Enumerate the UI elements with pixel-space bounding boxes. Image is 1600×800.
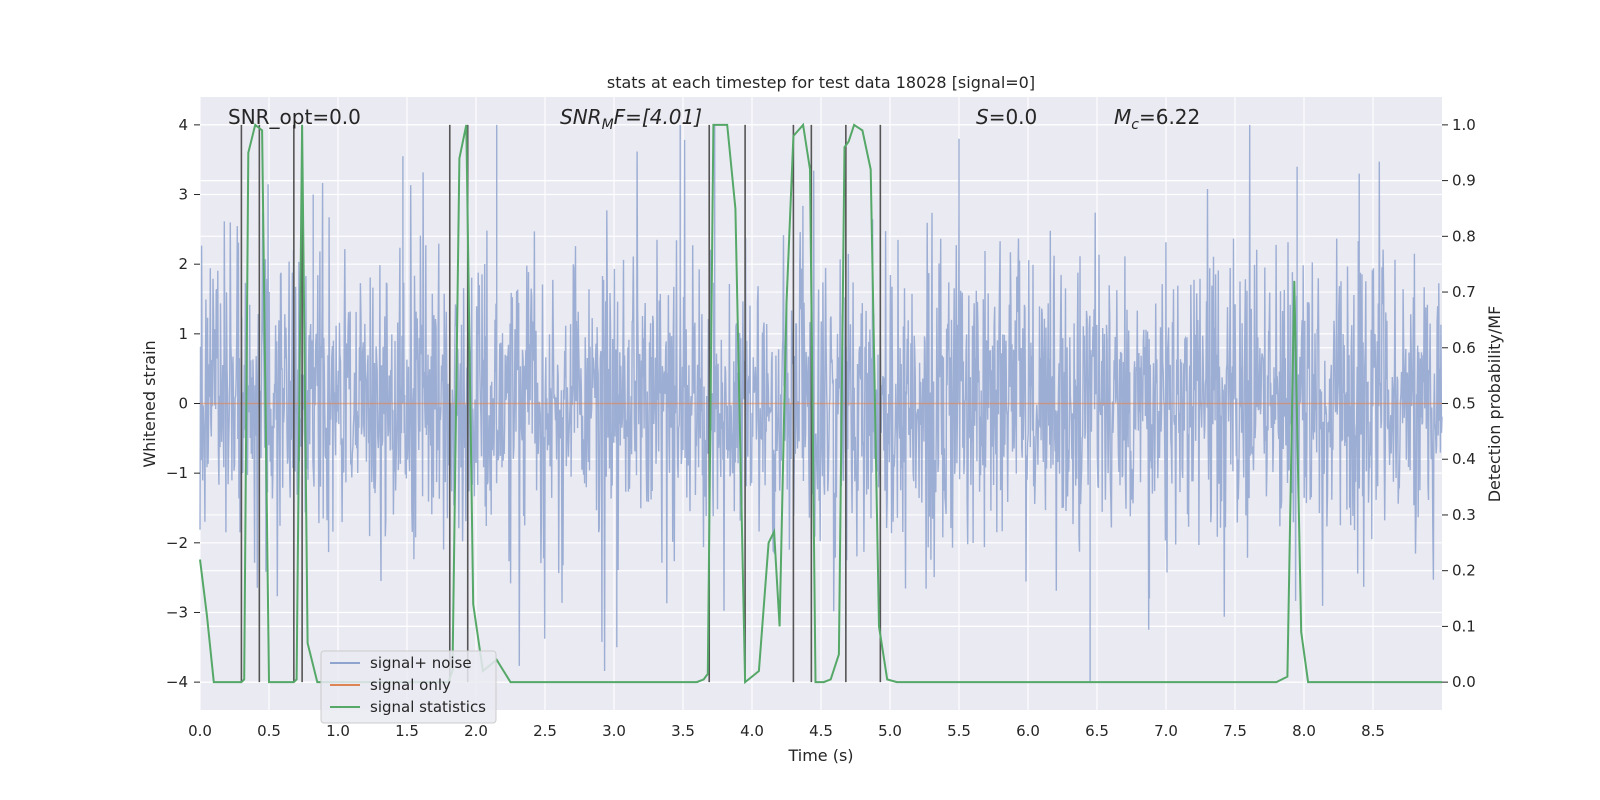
- y-left-axis-label: Whitened strain: [140, 340, 159, 467]
- x-tick-label: 2.5: [533, 722, 557, 740]
- x-tick-label: 4.5: [809, 722, 833, 740]
- y-right-tick-label: 0.5: [1452, 395, 1476, 413]
- y-right-tick-label: 0.1: [1452, 617, 1476, 635]
- y-left-tick-label: 1: [178, 325, 188, 343]
- annotation-mc-rest: =6.22: [1139, 105, 1200, 129]
- vertical-markers: [240, 124, 882, 683]
- legend-label-signal-only: signal only: [370, 676, 451, 694]
- series-signal-noise-line: [199, 124, 1443, 683]
- statistics-series: [199, 122, 1442, 685]
- y-right-tick-label: 0.0: [1452, 673, 1476, 691]
- y-right-tick-label: 0.4: [1452, 450, 1476, 468]
- x-tick-label: 4.0: [740, 722, 764, 740]
- legend-box: [320, 650, 497, 724]
- y-right-tick-label: 0.8: [1452, 227, 1476, 245]
- annotation-snr-mf-rest: F=[4.01]: [614, 105, 702, 129]
- annotation-mc-main: M: [1114, 105, 1131, 129]
- y-right-axis-label: Detection probability/MF: [1485, 306, 1504, 503]
- annotation-s-main: S: [976, 105, 989, 129]
- y-left-tick-label: −4: [166, 673, 188, 691]
- annotation-s: S=0.0: [976, 105, 1037, 129]
- y-right-axis-ticks: 1.0 0.9 0.8 0.7 0.6 0.5 0.4 0.3 0.2 0.1 0.0: [1442, 116, 1476, 691]
- y-right-tick-label: 1.0: [1452, 116, 1476, 134]
- annotation-s-rest: =0.0: [989, 105, 1038, 129]
- x-tick-label: 1.5: [395, 722, 419, 740]
- y-right-tick-label: 0.2: [1452, 562, 1476, 580]
- y-left-tick-label: −2: [166, 534, 188, 552]
- y-right-tick-label: 0.9: [1452, 172, 1476, 190]
- x-tick-label: 3.5: [671, 722, 695, 740]
- series-signal-statistics-line: [199, 122, 1442, 685]
- y-right-tick-label: 0.3: [1452, 506, 1476, 524]
- x-tick-label: 7.0: [1154, 722, 1178, 740]
- x-tick-label: 7.5: [1223, 722, 1247, 740]
- x-tick-label: 3.0: [602, 722, 626, 740]
- y-left-tick-label: −3: [166, 603, 188, 621]
- x-tick-label: 2.0: [464, 722, 488, 740]
- x-tick-label: 0.5: [257, 722, 281, 740]
- noise-series: [199, 124, 1443, 683]
- annotation-snr-mf-sub: M: [602, 117, 614, 133]
- x-tick-label: 5.5: [947, 722, 971, 740]
- y-left-tick-label: 0: [178, 395, 188, 413]
- x-axis-ticks: 0.0 0.5 1.0 1.5 2.0 2.5 3.0 3.5 4.0 4.5 5.0 5.5 6.0 6…: [188, 722, 1385, 740]
- x-tick-label: 6.0: [1016, 722, 1040, 740]
- x-tick-label: 0.0: [188, 722, 212, 740]
- annotation-snr-opt: SNR_opt=0.0: [228, 105, 361, 129]
- legend: signal+ noise signal only signal statist…: [320, 650, 497, 724]
- annotation-snr-mf-main: SNR: [560, 105, 602, 129]
- annotation-snr-mf: SNRMF=[4.01]: [560, 105, 702, 133]
- y-left-axis-ticks: 4 3 2 1 0 −1 −2 −3 −4: [166, 116, 200, 691]
- x-tick-label: 1.0: [326, 722, 350, 740]
- y-left-tick-label: 4: [178, 116, 188, 134]
- chart-title: stats at each timestep for test data 180…: [607, 73, 1035, 92]
- y-right-tick-label: 0.7: [1452, 283, 1476, 301]
- y-left-tick-label: 3: [178, 186, 188, 204]
- x-tick-label: 5.0: [878, 722, 902, 740]
- y-left-tick-label: −1: [166, 464, 188, 482]
- annotation-mc-sub: c: [1131, 117, 1139, 133]
- y-right-tick-label: 0.6: [1452, 339, 1476, 357]
- x-tick-label: 8.5: [1361, 722, 1385, 740]
- x-tick-label: 6.5: [1085, 722, 1109, 740]
- x-tick-label: 8.0: [1292, 722, 1316, 740]
- legend-label-signal-statistics: signal statistics: [370, 698, 486, 716]
- legend-label-signal-noise: signal+ noise: [370, 654, 472, 672]
- x-axis-label: Time (s): [787, 746, 853, 765]
- y-left-tick-label: 2: [178, 255, 188, 273]
- annotation-mc: Mc=6.22: [1114, 105, 1200, 133]
